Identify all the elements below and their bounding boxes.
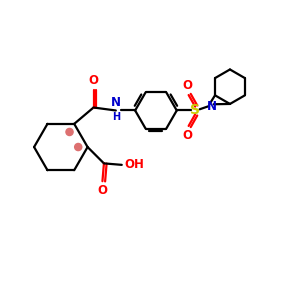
Text: OH: OH bbox=[124, 158, 144, 171]
Text: O: O bbox=[98, 184, 107, 197]
Text: N: N bbox=[111, 96, 121, 109]
Text: O: O bbox=[182, 129, 192, 142]
Text: H: H bbox=[112, 112, 120, 122]
Circle shape bbox=[75, 143, 82, 151]
Text: S: S bbox=[190, 103, 200, 118]
Circle shape bbox=[66, 128, 73, 136]
Text: O: O bbox=[88, 74, 98, 87]
Text: O: O bbox=[182, 79, 192, 92]
Text: N: N bbox=[206, 100, 217, 112]
